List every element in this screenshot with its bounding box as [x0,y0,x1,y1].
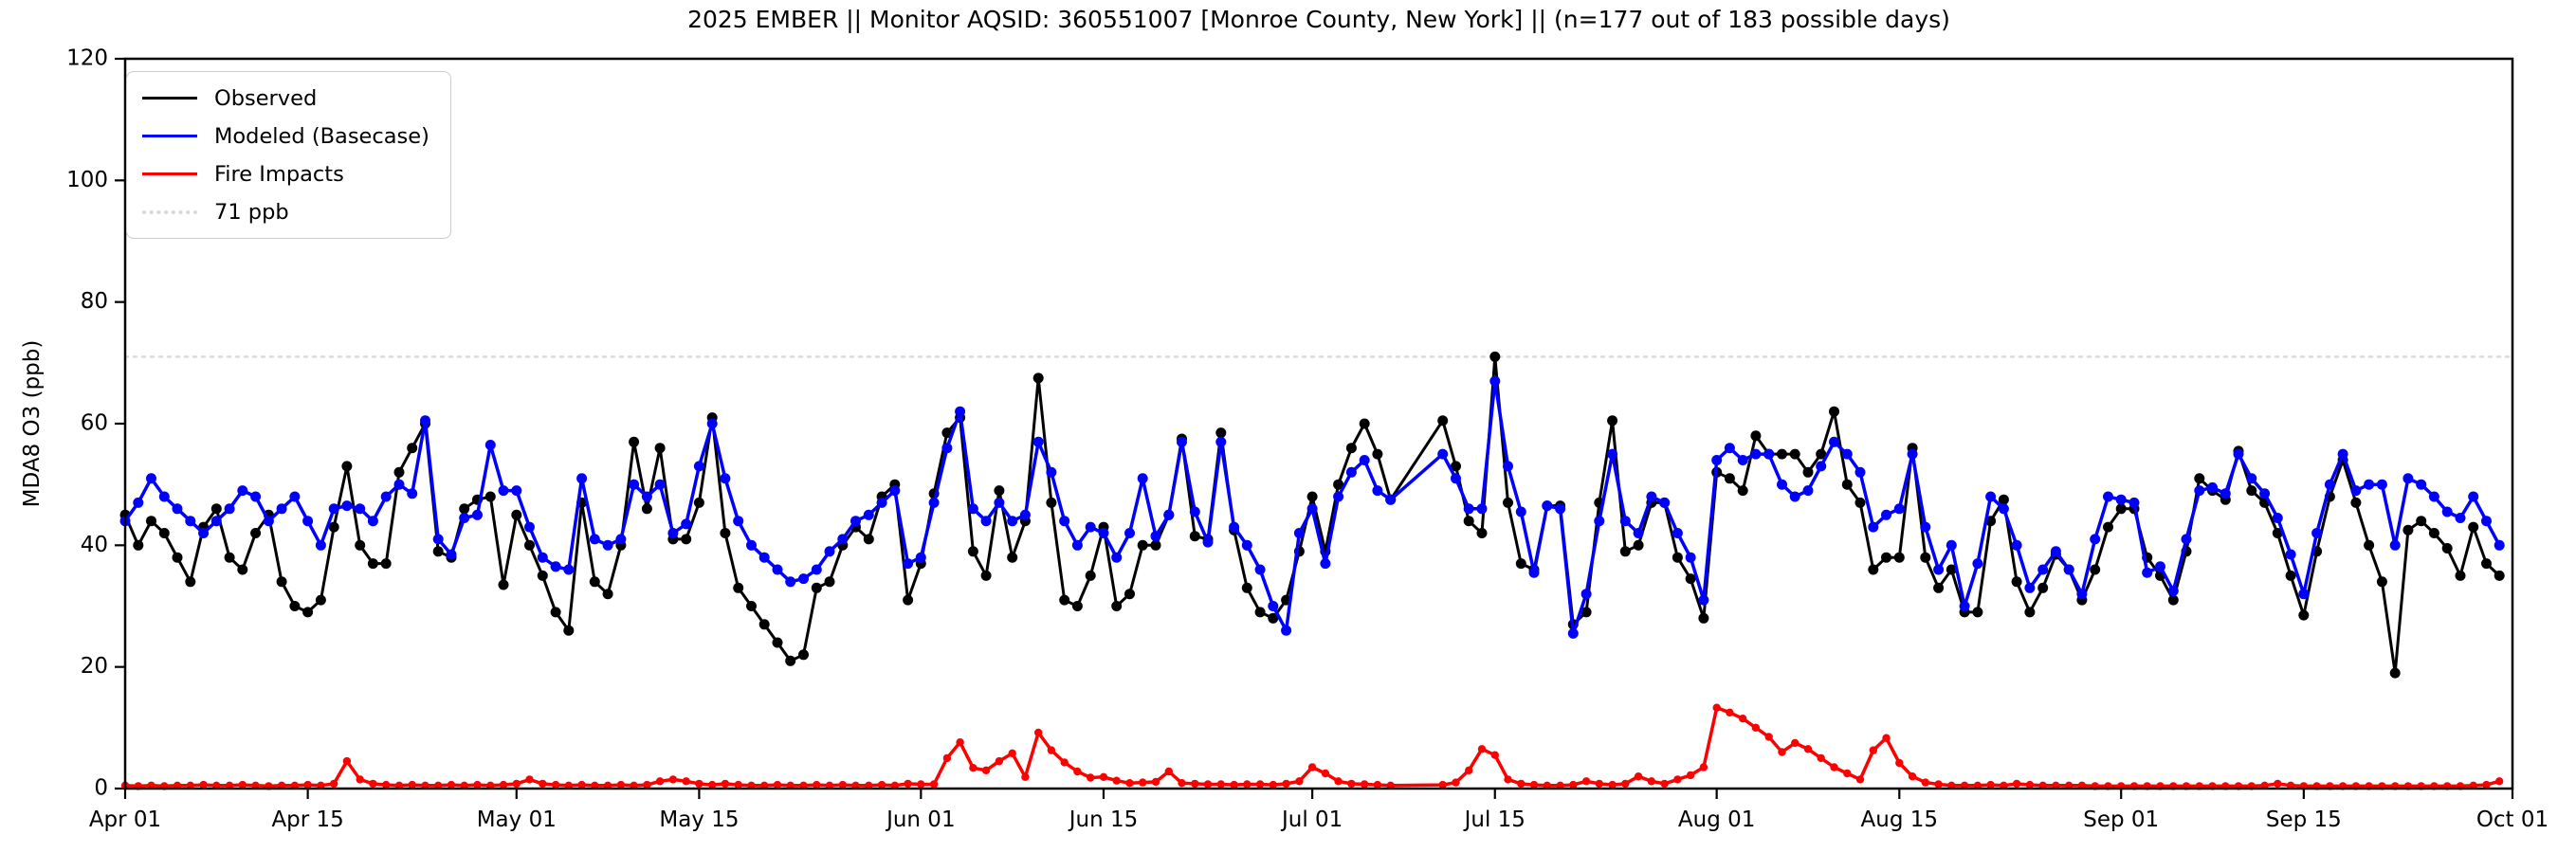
svg-text:Jul 01: Jul 01 [1280,808,1343,832]
legend-label: Observed [214,85,318,111]
chart-title: 2025 EMBER || Monitor AQSID: 360551007 [… [687,6,1950,33]
svg-text:120: 120 [66,46,108,71]
fire-line-swatch [142,172,197,175]
svg-text:20: 20 [81,654,108,679]
legend: Observed Modeled (Basecase) Fire Impacts… [126,71,451,239]
svg-text:0: 0 [94,776,108,801]
svg-text:May 15: May 15 [659,808,739,832]
legend-item-observed: Observed [142,83,429,113]
legend-item-fire: Fire Impacts [142,159,429,189]
observed-line-swatch [142,97,197,100]
svg-text:Apr 01: Apr 01 [89,808,161,832]
svg-text:Jun 15: Jun 15 [1068,808,1139,832]
threshold-line-swatch [142,209,197,214]
svg-text:Oct 01: Oct 01 [2476,808,2549,832]
modeled-line-swatch [142,135,197,137]
y-axis-label: MDA8 O3 (ppb) [20,339,45,508]
legend-label: Modeled (Basecase) [214,123,429,149]
legend-item-modeled: Modeled (Basecase) [142,121,429,151]
svg-text:Sep 01: Sep 01 [2083,808,2159,832]
svg-text:May 01: May 01 [477,808,557,832]
svg-text:100: 100 [66,168,108,192]
legend-label: Fire Impacts [214,161,344,187]
svg-text:Aug 01: Aug 01 [1678,808,1756,832]
svg-text:60: 60 [81,411,108,436]
svg-text:40: 40 [81,533,108,557]
legend-label: 71 ppb [214,199,289,225]
svg-text:Jul 15: Jul 15 [1463,808,1526,832]
svg-text:Apr 15: Apr 15 [271,808,343,832]
svg-text:80: 80 [81,289,108,314]
svg-text:Sep 15: Sep 15 [2266,808,2342,832]
svg-text:Aug 15: Aug 15 [1861,808,1939,832]
svg-text:Jun 01: Jun 01 [885,808,956,832]
legend-item-threshold: 71 ppb [142,197,429,227]
